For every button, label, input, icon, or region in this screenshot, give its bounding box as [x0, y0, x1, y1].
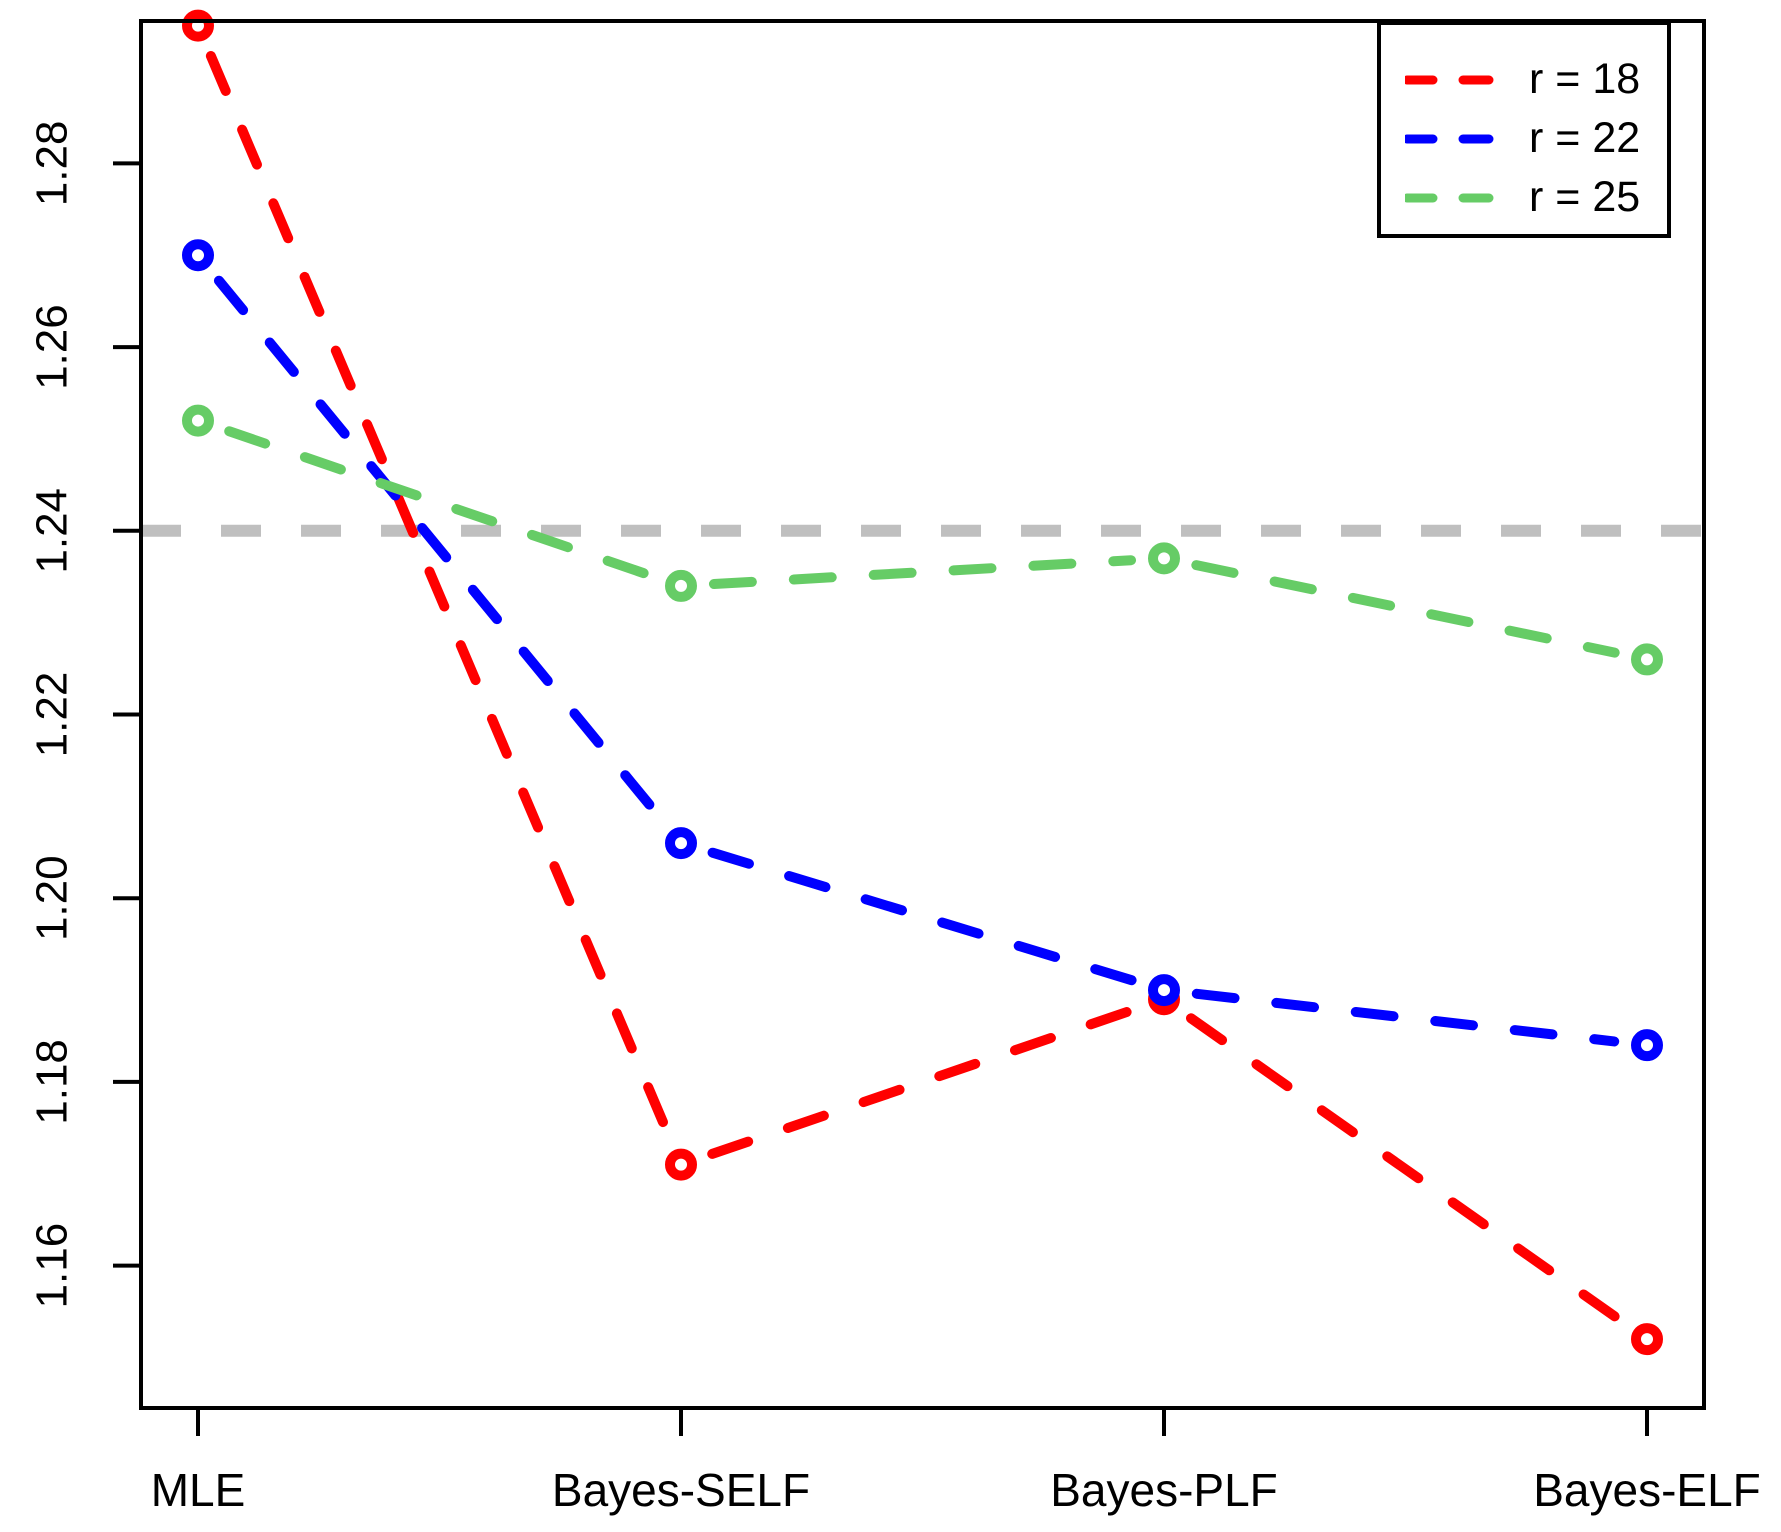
y-axis-tick-label: 1.20 [28, 855, 77, 941]
x-axis-category-label: Bayes-ELF [1533, 1464, 1761, 1516]
series-line-segment-r=18 [205, 50, 674, 1140]
series-line-segment-r=22 [1191, 988, 1620, 1047]
data-point-marker-r=25-Bayes-ELF [1631, 643, 1663, 676]
legend-label-r25: r = 25 [1529, 173, 1641, 221]
series-line-segment-r=18 [1185, 1013, 1626, 1326]
data-point-marker-r=22-Bayes-PLF [1148, 974, 1180, 1007]
y-axis-tick-label: 1.16 [28, 1223, 77, 1309]
data-point-marker-r=22-Bayes-SELF [665, 827, 697, 860]
data-point-marker-r=18-Bayes-SELF [665, 1148, 697, 1181]
x-axis-category-label: Bayes-PLF [1050, 1464, 1278, 1516]
data-point-marker-r=22-Bayes-ELF [1631, 1029, 1663, 1062]
legend-item-r22: r = 22 [1405, 109, 1667, 168]
legend-line-sample-r18 [1405, 75, 1505, 84]
series-line-segment-r=18 [707, 1004, 1138, 1159]
y-axis-tick-label: 1.28 [28, 121, 77, 207]
legend-item-r25: r = 25 [1405, 168, 1667, 227]
y-axis-tick-label: 1.18 [28, 1039, 77, 1125]
data-point-marker-r=18-Bayes-ELF [1631, 1323, 1663, 1356]
series-line-segment-r=25 [1191, 560, 1620, 658]
legend-line-sample-r22 [1405, 134, 1505, 143]
series-line-segment-r=22 [707, 847, 1138, 986]
series-line-segment-r=25 [708, 555, 1137, 590]
y-axis-tick-label: 1.24 [28, 488, 77, 574]
legend-box: r = 18 r = 22 r = 25 [1377, 21, 1671, 238]
x-axis-category-label: Bayes-SELF [552, 1464, 810, 1516]
legend-item-r18: r = 18 [1405, 50, 1667, 109]
data-point-marker-r=25-MLE [182, 404, 214, 437]
y-axis-tick-label: 1.22 [28, 672, 77, 758]
y-axis-tick-label: 1.26 [28, 304, 77, 390]
legend-label-r22: r = 22 [1529, 114, 1641, 162]
data-point-marker-r=18-MLE [182, 9, 214, 42]
legend-label-r18: r = 18 [1529, 55, 1641, 103]
data-point-marker-r=25-Bayes-SELF [665, 569, 697, 602]
series-line-segment-r=22 [213, 275, 666, 823]
legend-line-sample-r25 [1405, 193, 1505, 202]
x-axis-category-label: MLE [151, 1464, 246, 1516]
data-point-marker-r=25-Bayes-PLF [1148, 542, 1180, 575]
data-point-marker-r=22-MLE [182, 239, 214, 272]
